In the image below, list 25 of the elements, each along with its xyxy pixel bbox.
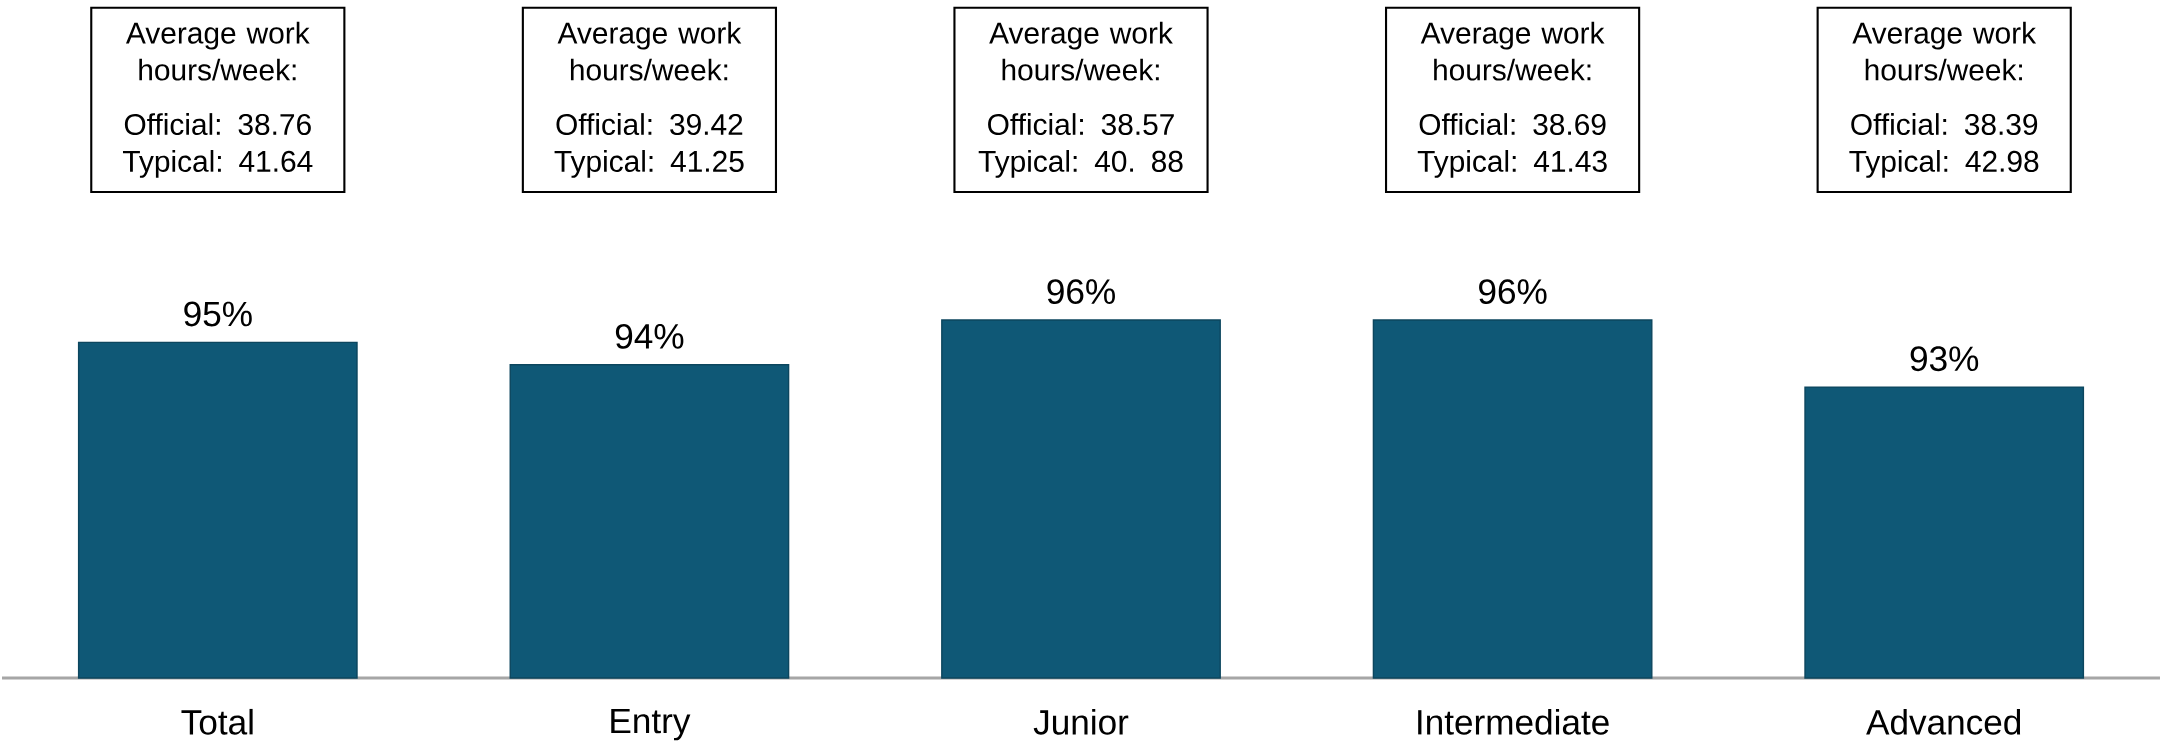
text: Official: 39.42	[556, 113, 743, 136]
text: Official: 38.76	[124, 113, 311, 136]
data-label: 96%	[1479, 279, 1547, 305]
text: Official: 38.69	[1419, 113, 1606, 136]
x-tick-label: Junior	[1033, 708, 1129, 735]
x-tick-label: Entry	[611, 708, 691, 741]
text: Typical: 42.98	[1849, 150, 2039, 178]
x-tick-label: Advanced	[1866, 708, 2021, 735]
x-tick-label: Intermediate	[1418, 708, 1609, 735]
text: Average work hours/week:	[1852, 21, 2037, 81]
text: Typical: 41.25	[554, 150, 744, 178]
text: Average work hours/week:	[125, 21, 310, 81]
text: Typical: 41.64	[122, 150, 313, 178]
text: Average work hours/week:	[1420, 21, 1605, 81]
data-label: 95%	[184, 301, 252, 327]
text: Average work hours/week:	[557, 21, 742, 81]
text: Average work hours/week:	[989, 21, 1173, 81]
text: Typical: 41.43	[1417, 150, 1607, 178]
text: Typical: 40. 88	[978, 150, 1183, 178]
text: Official: 38.39	[1851, 113, 2038, 136]
data-label: 94%	[615, 323, 684, 349]
data-label: 96%	[1047, 279, 1115, 305]
data-label: 93%	[1910, 346, 1979, 372]
x-tick-label: Total	[181, 708, 253, 735]
text: Official: 38.57	[988, 113, 1174, 136]
